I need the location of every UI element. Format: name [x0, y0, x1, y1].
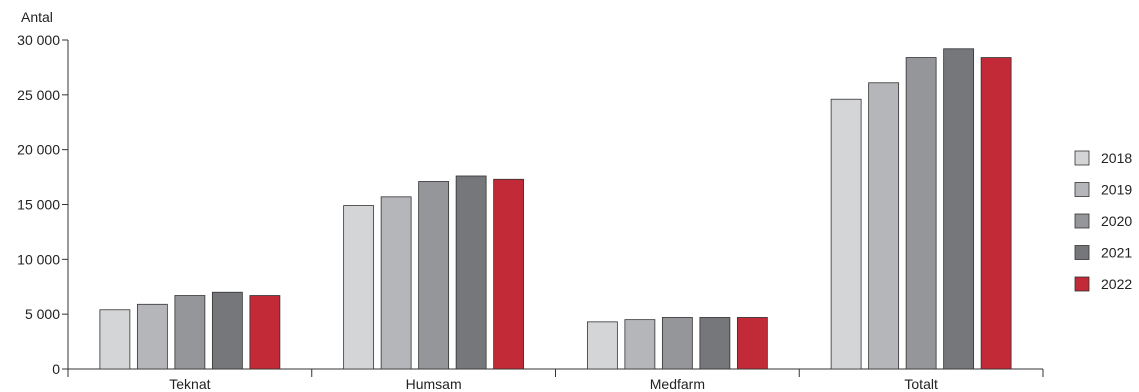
legend-label: 2020 — [1101, 213, 1132, 229]
x-axis: Teknat Humsam Medfarm Totalt — [67, 368, 1044, 392]
y-tick-label: 30 000 — [17, 32, 60, 48]
bar-totalt-2019 — [868, 82, 900, 370]
bar-teknat-2022 — [249, 295, 281, 370]
y-axis: 0 5 000 10 000 15 000 20 000 25 000 30 000 — [17, 32, 69, 377]
legend-swatch — [1074, 213, 1090, 229]
bar-totalt-2018 — [830, 98, 862, 370]
y-tick-label: 20 000 — [17, 142, 60, 158]
y-axis-title: Antal — [21, 9, 53, 25]
x-category-label: Teknat — [169, 376, 210, 392]
bar-humsam-2019 — [380, 196, 412, 370]
bars — [99, 48, 1012, 370]
bar-teknat-2019 — [136, 303, 168, 370]
bar-medfarm-2020 — [661, 317, 693, 370]
y-tick-label: 10 000 — [17, 251, 60, 267]
legend: 2018 2019 2020 2021 2022 — [1074, 150, 1132, 292]
y-tick-label: 0 — [52, 361, 60, 377]
x-category-label: Humsam — [406, 376, 462, 392]
legend-swatch — [1074, 182, 1090, 197]
bar-teknat-2021 — [211, 291, 243, 370]
bar-humsam-2021 — [455, 175, 487, 370]
bar-totalt-2020 — [905, 57, 937, 370]
legend-swatch — [1074, 150, 1090, 166]
bar-medfarm-2022 — [736, 317, 768, 370]
bar-teknat-2018 — [99, 309, 131, 370]
bar-humsam-2018 — [343, 205, 375, 370]
x-category-label: Totalt — [904, 376, 938, 392]
bar-humsam-2022 — [493, 178, 525, 370]
bar-humsam-2020 — [418, 181, 450, 370]
legend-label: 2019 — [1101, 182, 1132, 198]
bar-totalt-2022 — [980, 57, 1012, 370]
y-tick-label: 15 000 — [17, 197, 60, 213]
bar-medfarm-2019 — [624, 319, 656, 370]
legend-swatch — [1074, 276, 1090, 292]
bar-medfarm-2021 — [699, 317, 731, 370]
bar-totalt-2021 — [943, 48, 975, 370]
legend-swatch — [1074, 245, 1090, 260]
bar-medfarm-2018 — [586, 321, 618, 370]
x-category-label: Medfarm — [650, 376, 705, 392]
legend-label: 2018 — [1101, 150, 1132, 166]
y-tick-label: 25 000 — [17, 87, 60, 103]
y-tick-label: 5 000 — [25, 306, 60, 322]
legend-label: 2022 — [1101, 276, 1132, 292]
bar-teknat-2020 — [174, 295, 206, 370]
legend-label: 2021 — [1101, 245, 1132, 261]
